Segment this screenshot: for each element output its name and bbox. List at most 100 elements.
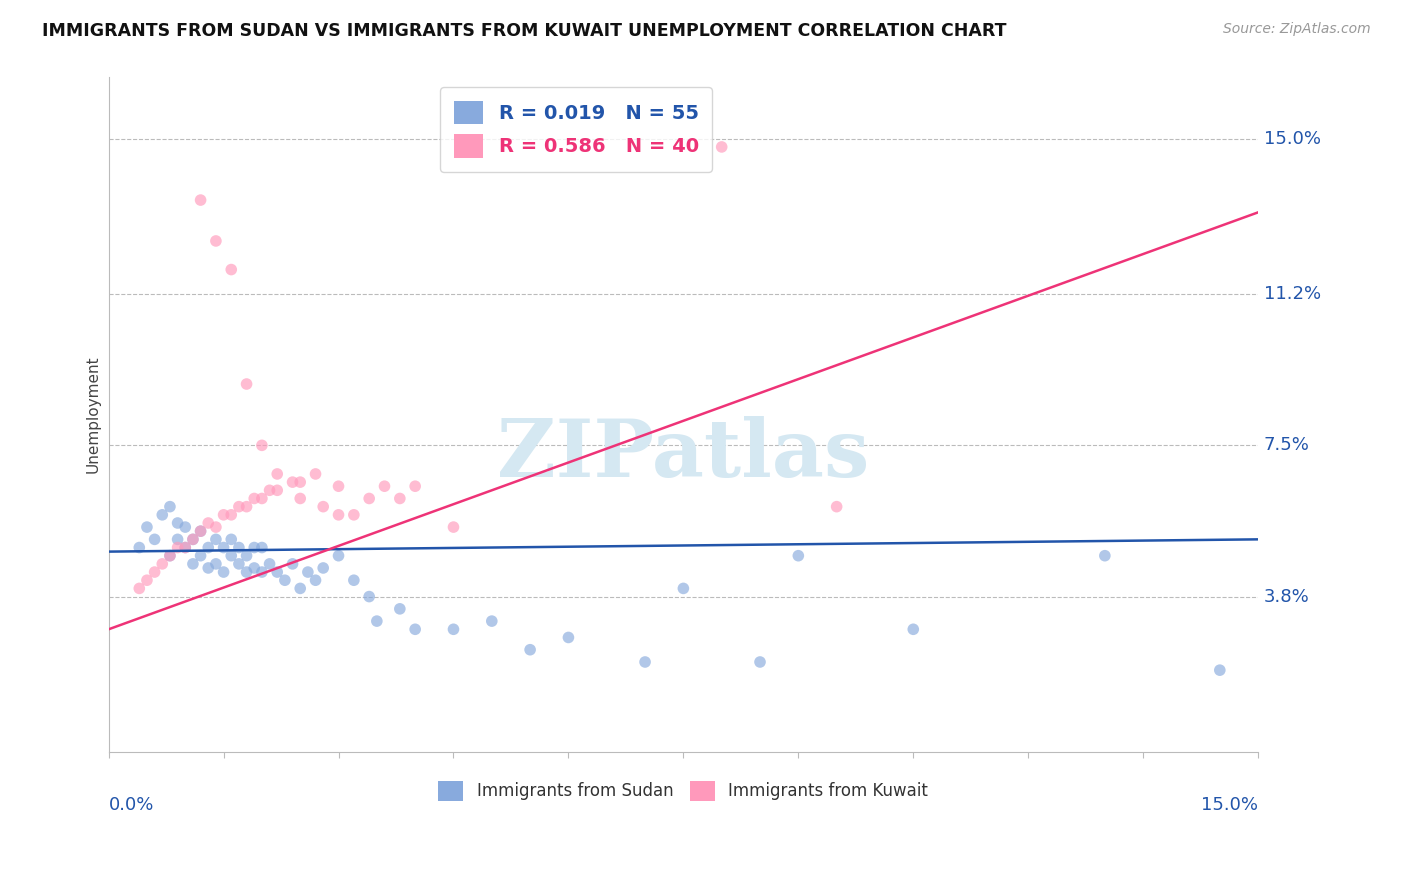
Point [143, 565, 166, 579]
Point [235, 377, 257, 392]
Point [266, 483, 288, 498]
Point [266, 565, 288, 579]
Point [219, 262, 242, 277]
Point [250, 491, 273, 506]
Point [128, 541, 150, 555]
Point [366, 614, 388, 628]
Point [388, 602, 411, 616]
Point [219, 533, 242, 547]
Point [903, 622, 925, 636]
Text: ZIPatlas: ZIPatlas [498, 417, 869, 494]
Y-axis label: Unemployment: Unemployment [86, 356, 100, 474]
Point [190, 549, 212, 563]
Point [205, 557, 228, 571]
Text: 3.8%: 3.8% [1264, 588, 1309, 606]
Point [266, 467, 288, 481]
Point [825, 500, 848, 514]
Point [710, 140, 733, 154]
Point [290, 582, 312, 596]
Point [181, 533, 204, 547]
Point [205, 520, 228, 534]
Point [174, 541, 197, 555]
Point [1209, 663, 1232, 677]
Point [557, 631, 579, 645]
Point [259, 557, 281, 571]
Point [190, 524, 212, 538]
Point [166, 516, 188, 530]
Point [243, 491, 266, 506]
Point [250, 565, 273, 579]
Point [159, 549, 181, 563]
Point [672, 582, 695, 596]
Point [359, 590, 381, 604]
Point [212, 541, 235, 555]
Point [404, 479, 426, 493]
Point [219, 549, 242, 563]
Text: 7.5%: 7.5% [1264, 436, 1310, 454]
Point [304, 573, 326, 587]
Point [166, 541, 188, 555]
Point [312, 561, 335, 575]
Point [290, 475, 312, 489]
Point [235, 500, 257, 514]
Point [212, 508, 235, 522]
Point [219, 508, 242, 522]
Point [373, 479, 395, 493]
Point [274, 573, 297, 587]
Point [328, 479, 350, 493]
Point [136, 573, 159, 587]
Point [281, 557, 304, 571]
Text: 11.2%: 11.2% [1264, 285, 1322, 303]
Point [290, 491, 312, 506]
Text: 0.0%: 0.0% [108, 796, 155, 814]
Point [250, 541, 273, 555]
Point [174, 541, 197, 555]
Point [150, 557, 173, 571]
Point [205, 234, 228, 248]
Point [443, 520, 465, 534]
Point [197, 516, 219, 530]
Point [481, 614, 503, 628]
Text: 15.0%: 15.0% [1264, 129, 1320, 148]
Point [174, 520, 197, 534]
Point [190, 193, 212, 207]
Point [243, 561, 266, 575]
Point [143, 533, 166, 547]
Point [197, 541, 219, 555]
Point [359, 491, 381, 506]
Point [128, 582, 150, 596]
Point [343, 508, 366, 522]
Point [159, 500, 181, 514]
Point [136, 520, 159, 534]
Point [634, 655, 657, 669]
Legend: Immigrants from Sudan, Immigrants from Kuwait: Immigrants from Sudan, Immigrants from K… [432, 774, 935, 807]
Point [519, 642, 541, 657]
Point [228, 557, 250, 571]
Text: Source: ZipAtlas.com: Source: ZipAtlas.com [1223, 22, 1371, 37]
Point [404, 622, 426, 636]
Point [228, 541, 250, 555]
Point [205, 533, 228, 547]
Point [197, 561, 219, 575]
Point [166, 533, 188, 547]
Point [235, 565, 257, 579]
Point [250, 438, 273, 452]
Point [243, 541, 266, 555]
Text: 15.0%: 15.0% [1201, 796, 1258, 814]
Point [328, 508, 350, 522]
Point [343, 573, 366, 587]
Point [212, 565, 235, 579]
Point [312, 500, 335, 514]
Point [181, 557, 204, 571]
Point [749, 655, 772, 669]
Point [228, 500, 250, 514]
Point [235, 549, 257, 563]
Point [297, 565, 319, 579]
Point [259, 483, 281, 498]
Point [281, 475, 304, 489]
Point [443, 622, 465, 636]
Point [190, 524, 212, 538]
Point [1094, 549, 1116, 563]
Point [787, 549, 810, 563]
Text: IMMIGRANTS FROM SUDAN VS IMMIGRANTS FROM KUWAIT UNEMPLOYMENT CORRELATION CHART: IMMIGRANTS FROM SUDAN VS IMMIGRANTS FROM… [42, 22, 1007, 40]
